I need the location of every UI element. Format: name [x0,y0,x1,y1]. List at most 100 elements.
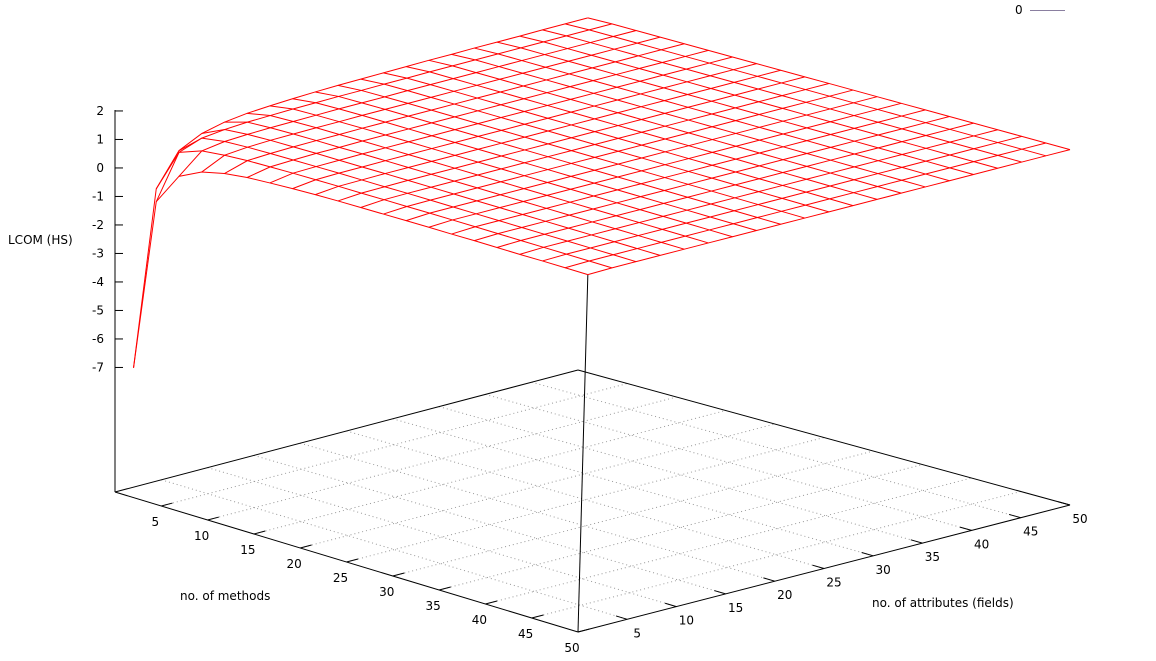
base-grid-line [392,418,874,557]
x-tick-label: 45 [518,627,533,641]
y-tick [1058,501,1071,506]
front-vertical-edge [577,274,589,633]
x-tick [438,586,451,591]
z-tick-label: -6 [92,332,104,346]
x-tick-label: 30 [379,585,394,599]
surface-mesh-line [224,121,685,250]
base-grid-line [300,423,775,549]
x-tick-label: 35 [425,599,440,613]
surface-mesh-line [155,150,613,269]
surface-mesh-line [406,66,878,200]
surface-mesh-line [155,23,613,202]
y-tick-label: 30 [876,563,891,577]
x-tick [346,558,359,563]
base-grid-line [438,406,923,544]
x-tick [161,502,173,507]
z-tick-label: 2 [96,104,104,118]
x-tick [485,600,498,605]
surface-mesh-line [292,98,757,231]
y-tick [812,564,825,569]
z-tick-label: 1 [96,132,104,146]
surface-mesh-line [247,112,709,244]
base-grid-line [531,491,1021,619]
surface-mesh-line [201,36,661,173]
y-tick [763,577,775,582]
surface-mesh-line [496,41,974,175]
surface-mesh-line [383,72,854,207]
base-grid-line [392,450,874,577]
surface-mesh-line [360,78,830,213]
y-tick-label: 35 [925,550,940,564]
surface-mesh-line [587,149,1071,276]
y-tick-label: 50 [1072,512,1087,526]
z-tick-label: -4 [92,275,104,289]
x-tick-label: 5 [151,515,159,529]
base-back-edge [114,369,579,493]
x-tick [392,572,405,577]
surface-mesh-line [542,29,1022,163]
y-tick-label: 15 [728,601,743,615]
x-tick-label: 20 [287,557,302,571]
surface-mesh-line [201,129,661,256]
base-grid-line [253,410,726,535]
x-tick [253,530,266,535]
y-tick [1008,513,1021,519]
surface-mesh-line [292,63,757,190]
y-tick [665,602,677,608]
z-tick-label: -5 [92,303,104,317]
base-grid-line [485,477,972,605]
surface-mesh-line [133,171,588,368]
z-tick-label: -7 [92,360,104,374]
x-tick-label: 25 [333,571,348,585]
y-tick [714,590,726,595]
surface-mesh-line [451,53,926,188]
z-tick-label: -1 [92,189,104,203]
x-axis-label: no. of methods [180,589,271,603]
base-back-edge [577,369,1071,506]
x-tick [207,516,219,521]
base-grid-line [300,442,775,582]
base-grid-line [207,467,677,608]
surface-mesh-line [428,59,902,194]
y-tick [959,526,972,531]
surface-mesh-line [587,17,1071,151]
y-tick [910,539,923,544]
y-tick [861,552,874,557]
y-tick-label: 45 [1023,525,1038,539]
y-tick-label: 40 [974,537,989,551]
legend-entry-line [1030,10,1065,11]
y-tick-label: 5 [633,626,641,640]
base-grid-line [485,393,972,531]
x-tick [300,544,312,549]
surface-mesh-line [269,105,733,238]
base-grid-line [161,383,628,507]
base-grid-line [346,430,825,569]
surface-mesh-line [565,23,1047,157]
surface-mesh-line [519,35,998,169]
x-tick-label: 10 [194,529,209,543]
z-tick-label: -2 [92,218,104,232]
surface-mesh-line [315,91,781,225]
y-tick-label: 25 [826,576,841,590]
y-tick [615,615,628,620]
z-tick-label: -3 [92,246,104,260]
base-grid-line [438,464,923,591]
surface-mesh-line [474,47,950,182]
z-axis-label: LCOM (HS) [8,233,73,247]
y-tick-label: 10 [679,614,694,628]
x-tick-label: 40 [472,613,487,627]
y-tick-label: 20 [777,588,792,602]
x-tick-label: 50 [564,641,579,655]
z-tick-label: 0 [96,161,104,175]
x-tick-label: 15 [240,543,255,557]
surface-mesh-line [178,137,637,263]
x-tick [531,614,544,619]
base-grid-line [207,396,677,521]
x-tick [577,628,590,633]
surface-mesh-line [337,84,805,219]
base-grid-line [531,381,1021,519]
y-axis-label: no. of attributes (fields) [872,596,1014,610]
legend-entry-label: 0 [1015,3,1023,17]
